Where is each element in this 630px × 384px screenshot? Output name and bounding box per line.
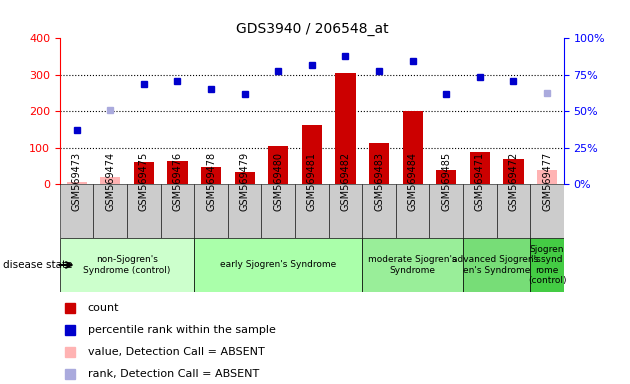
Bar xyxy=(430,184,463,238)
Bar xyxy=(329,184,362,238)
Text: moderate Sjogren's
Syndrome: moderate Sjogren's Syndrome xyxy=(369,255,457,275)
Bar xyxy=(234,172,255,184)
Bar xyxy=(537,170,557,184)
Bar xyxy=(127,184,161,238)
Text: GSM569479: GSM569479 xyxy=(239,152,249,211)
Text: disease state: disease state xyxy=(3,260,72,270)
Bar xyxy=(396,184,430,238)
Text: value, Detection Call = ABSENT: value, Detection Call = ABSENT xyxy=(88,347,265,357)
Bar xyxy=(201,167,221,184)
Bar xyxy=(261,184,295,238)
Text: count: count xyxy=(88,303,119,313)
Bar xyxy=(530,238,564,292)
Bar xyxy=(268,146,289,184)
Title: GDS3940 / 206548_at: GDS3940 / 206548_at xyxy=(236,22,388,36)
Bar xyxy=(228,184,261,238)
Bar xyxy=(100,177,120,184)
Text: rank, Detection Call = ABSENT: rank, Detection Call = ABSENT xyxy=(88,369,259,379)
Text: GSM569480: GSM569480 xyxy=(273,152,284,211)
Text: advanced Sjogren's
en's Syndrome: advanced Sjogren's en's Syndrome xyxy=(452,255,541,275)
Bar xyxy=(67,182,87,184)
Text: GSM569485: GSM569485 xyxy=(441,152,451,211)
Bar xyxy=(194,184,228,238)
Text: GSM569483: GSM569483 xyxy=(374,152,384,211)
Bar xyxy=(470,152,490,184)
Bar xyxy=(161,184,194,238)
Bar xyxy=(362,184,396,238)
Text: GSM569478: GSM569478 xyxy=(206,152,216,211)
Text: GSM569482: GSM569482 xyxy=(340,152,350,211)
Bar xyxy=(93,184,127,238)
Bar xyxy=(60,184,93,238)
Bar xyxy=(194,238,362,292)
Text: Sjogren
's synd
rome
(control): Sjogren 's synd rome (control) xyxy=(528,245,566,285)
Bar xyxy=(362,238,463,292)
Bar xyxy=(496,184,530,238)
Bar xyxy=(335,73,355,184)
Bar xyxy=(530,184,564,238)
Text: GSM569481: GSM569481 xyxy=(307,152,317,211)
Text: early Sjogren's Syndrome: early Sjogren's Syndrome xyxy=(220,260,336,270)
Bar xyxy=(295,184,329,238)
Text: GSM569477: GSM569477 xyxy=(542,152,552,211)
Text: GSM569471: GSM569471 xyxy=(475,152,485,211)
Bar xyxy=(369,143,389,184)
Bar xyxy=(463,184,496,238)
Text: GSM569472: GSM569472 xyxy=(508,152,518,211)
Text: GSM569473: GSM569473 xyxy=(72,152,82,211)
Text: non-Sjogren's
Syndrome (control): non-Sjogren's Syndrome (control) xyxy=(83,255,171,275)
Bar xyxy=(168,161,188,184)
Bar xyxy=(60,238,194,292)
Text: GSM569476: GSM569476 xyxy=(173,152,183,211)
Bar xyxy=(302,125,322,184)
Text: GSM569475: GSM569475 xyxy=(139,152,149,211)
Text: GSM569484: GSM569484 xyxy=(408,152,418,211)
Bar xyxy=(134,162,154,184)
Text: GSM569474: GSM569474 xyxy=(105,152,115,211)
Bar xyxy=(503,159,524,184)
Bar xyxy=(463,238,530,292)
Text: percentile rank within the sample: percentile rank within the sample xyxy=(88,325,275,335)
Bar xyxy=(403,111,423,184)
Bar xyxy=(436,170,456,184)
